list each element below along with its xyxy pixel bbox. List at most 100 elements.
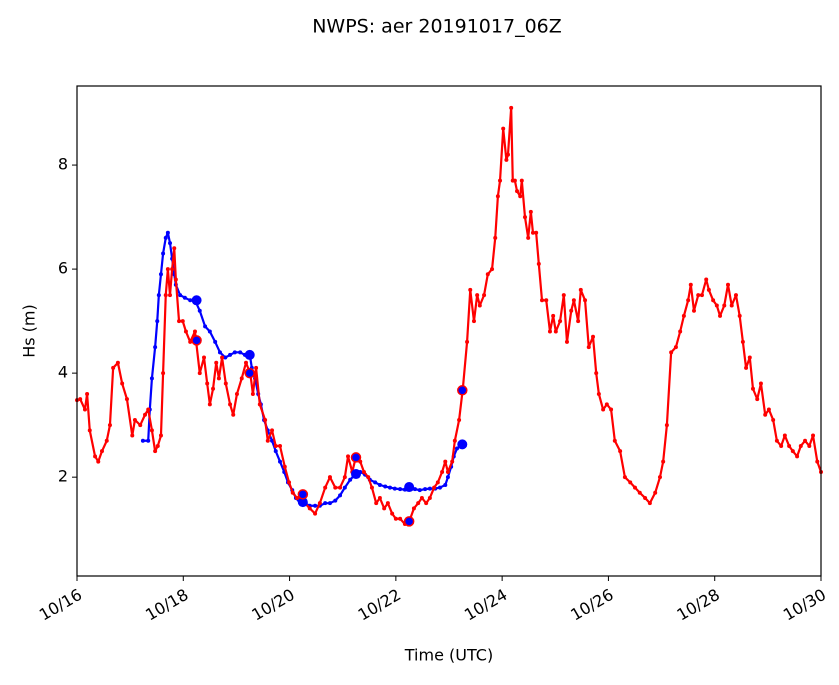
data-point <box>282 464 287 469</box>
data-point <box>155 443 160 448</box>
data-point <box>647 501 652 506</box>
data-point <box>382 506 387 511</box>
data-point <box>528 209 533 214</box>
data-point <box>327 501 332 506</box>
data-point <box>493 235 498 240</box>
data-point <box>423 487 428 492</box>
data-point <box>351 469 361 480</box>
data-point <box>220 355 225 360</box>
data-point <box>811 433 816 438</box>
data-point <box>578 287 583 292</box>
data-point <box>342 485 347 490</box>
data-point <box>747 355 752 360</box>
data-point <box>207 329 212 334</box>
data-point <box>361 469 366 474</box>
data-point <box>87 428 92 433</box>
data-point <box>686 298 691 303</box>
data-point <box>165 267 170 272</box>
data-point <box>558 319 563 324</box>
data-point <box>323 485 328 490</box>
data-point <box>681 313 686 318</box>
data-point <box>107 423 112 428</box>
data-point <box>158 272 163 277</box>
data-point <box>404 482 415 493</box>
data-point <box>515 189 520 194</box>
data-point <box>519 178 524 183</box>
data-point <box>138 423 143 428</box>
data-point <box>132 417 137 422</box>
data-point <box>737 313 742 318</box>
data-point <box>571 298 576 303</box>
data-point <box>465 339 470 344</box>
data-point <box>78 397 83 402</box>
data-point <box>815 459 820 464</box>
data-point <box>518 194 523 199</box>
data-point <box>278 459 283 464</box>
series-line <box>76 106 823 526</box>
data-point <box>678 329 683 334</box>
data-point <box>313 503 318 508</box>
data-point <box>512 178 517 183</box>
data-point <box>601 407 606 412</box>
data-point <box>622 475 627 480</box>
data-point <box>182 295 187 300</box>
data-point <box>482 293 487 298</box>
data-point <box>374 501 379 506</box>
data-point <box>551 313 556 318</box>
data-point <box>146 407 151 412</box>
data-point <box>183 329 188 334</box>
data-point <box>490 267 495 272</box>
data-point <box>733 293 738 298</box>
data-point <box>457 385 468 396</box>
data-point <box>254 365 259 370</box>
data-point <box>348 477 353 482</box>
data-point <box>691 308 696 313</box>
x-tick-label: 10/20 <box>248 585 297 625</box>
data-point <box>787 443 792 448</box>
data-point <box>250 391 255 396</box>
data-point <box>807 443 812 448</box>
data-point <box>530 230 535 235</box>
data-point <box>544 298 549 303</box>
data-point <box>750 386 755 391</box>
data-point <box>457 439 468 450</box>
data-point <box>140 438 145 443</box>
data-point <box>290 490 295 495</box>
data-point <box>657 475 662 480</box>
data-point <box>673 345 678 350</box>
y-tick-label: 6 <box>58 259 68 278</box>
data-point <box>509 105 514 110</box>
data-point <box>763 412 768 417</box>
data-point <box>297 497 308 508</box>
data-point <box>547 329 552 334</box>
data-point <box>188 298 193 303</box>
data-point <box>427 495 432 500</box>
data-point <box>234 391 239 396</box>
data-point <box>158 433 163 438</box>
data-point <box>270 438 275 443</box>
data-point <box>244 367 255 379</box>
data-point <box>471 319 476 324</box>
data-point <box>477 303 482 308</box>
data-point <box>153 449 158 454</box>
data-point <box>718 313 723 318</box>
y-tick-label: 4 <box>58 363 68 382</box>
data-point <box>618 449 623 454</box>
data-point <box>223 355 228 360</box>
data-point <box>278 443 283 448</box>
data-point <box>161 251 166 256</box>
data-point <box>156 293 161 298</box>
data-point <box>323 501 328 506</box>
data-point <box>440 469 445 474</box>
data-point <box>85 391 90 396</box>
data-point <box>534 230 539 235</box>
data-point <box>172 246 177 251</box>
data-point <box>637 490 642 495</box>
data-point <box>591 334 596 339</box>
data-point <box>228 402 233 407</box>
data-point <box>350 452 362 463</box>
data-point <box>163 235 168 240</box>
data-point <box>468 287 473 292</box>
data-point <box>526 235 531 240</box>
